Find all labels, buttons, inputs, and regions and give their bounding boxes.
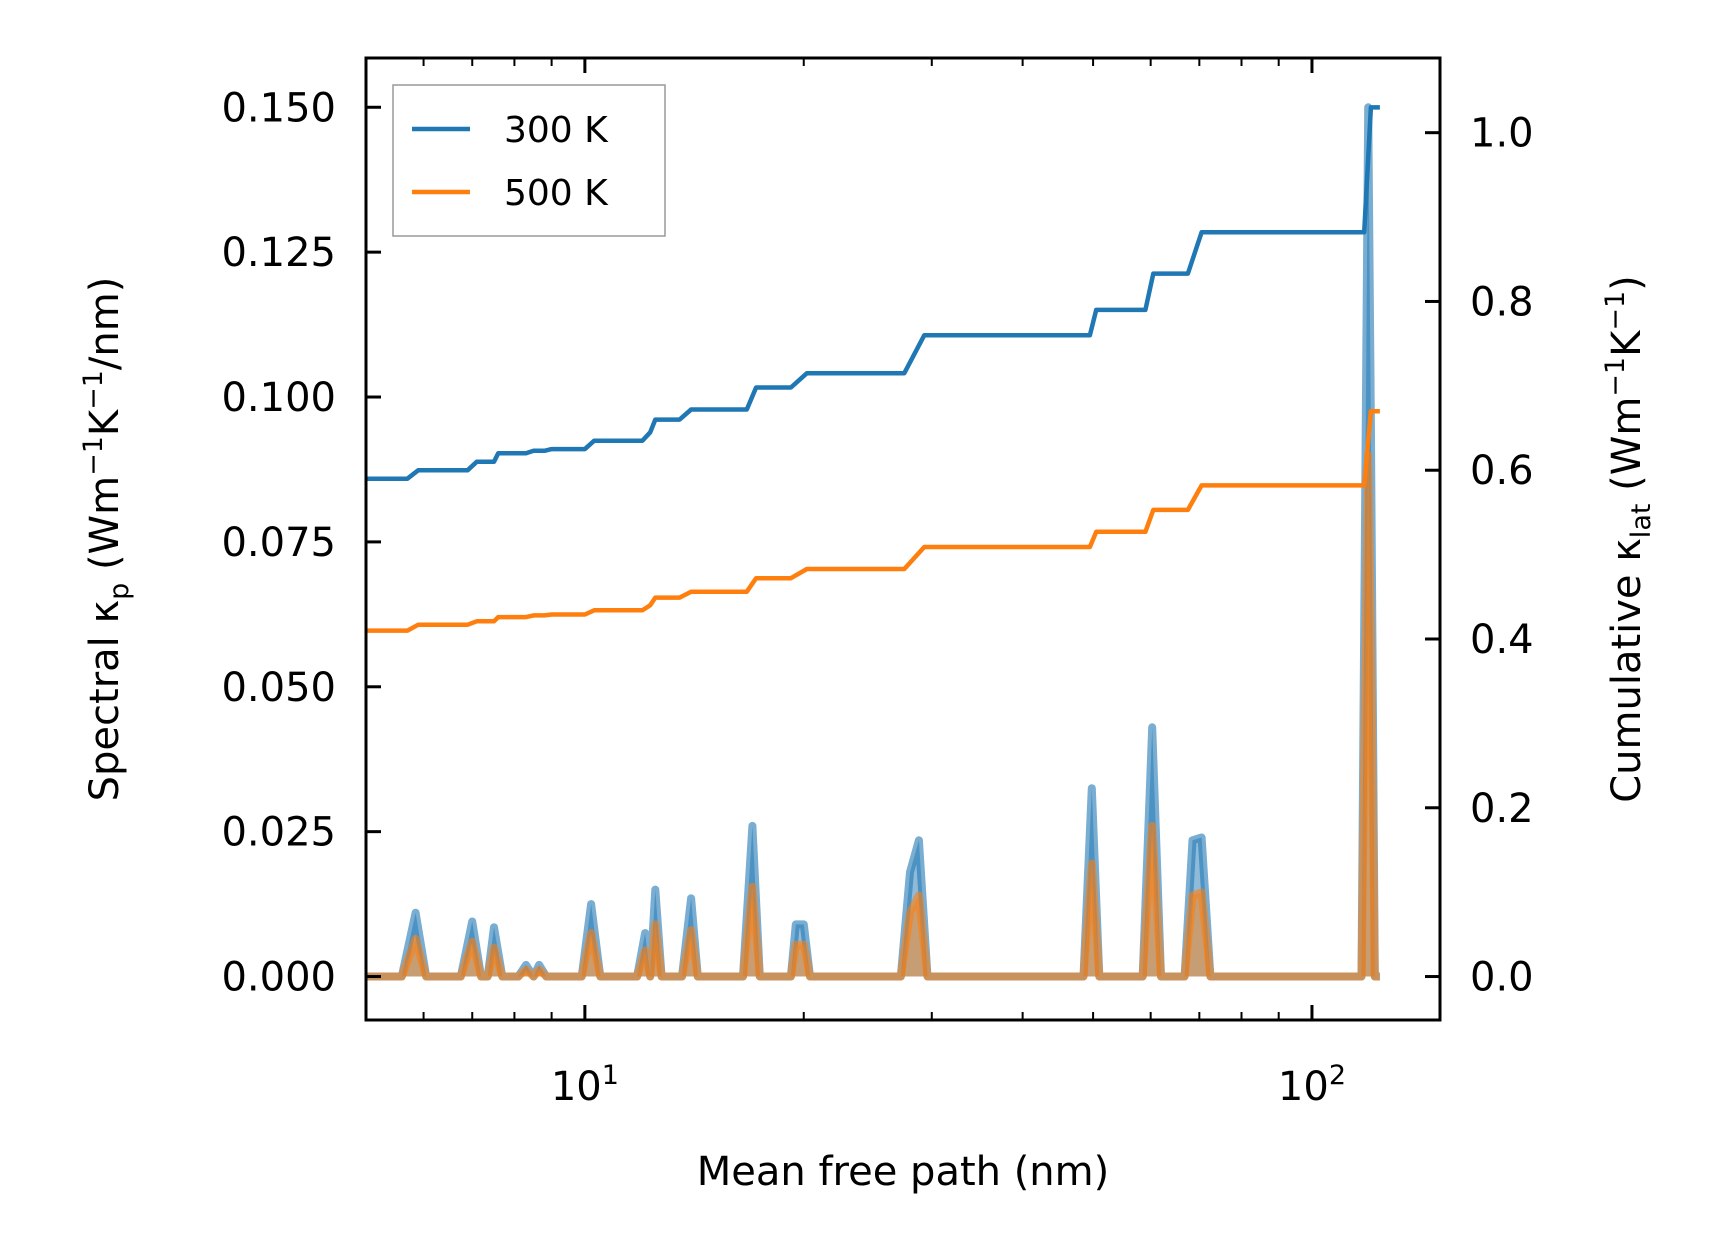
data-lines	[366, 105, 1380, 633]
y-left-tick-label: 0.125	[221, 230, 336, 276]
y-right-tick-label: 1.0	[1470, 111, 1534, 157]
y-right-label-part: K	[1604, 329, 1650, 357]
y-right-label-part: )	[1604, 275, 1650, 291]
y-left-tick-label: 0.025	[221, 810, 336, 856]
legend-box	[392, 84, 666, 237]
y-left-tick-label: 0.075	[221, 520, 336, 566]
y-left-label-part: K	[82, 408, 128, 436]
y-left-tick-label: 0.050	[221, 665, 336, 711]
y-right-tick-label: 0.8	[1470, 279, 1534, 325]
y-right-label-part: −1	[1600, 291, 1631, 331]
spectral-line-500k	[366, 451, 1380, 981]
y-right-label-part: lat	[1626, 504, 1657, 539]
y-left-label-part: −1	[78, 370, 109, 410]
x-tick-label: 101	[551, 1060, 619, 1110]
y-left-label-part: (Wm	[82, 476, 128, 583]
x-tick-exponent: 1	[602, 1060, 619, 1091]
legend-label: 300 K	[504, 110, 609, 151]
cumulative-line-300k	[366, 105, 1380, 481]
x-tick-label: 102	[1278, 1060, 1346, 1110]
y-right-label-part: −1	[1600, 357, 1631, 397]
legend[interactable]: 300 K 500 K	[392, 84, 666, 237]
y-right-tick-label: 0.4	[1470, 617, 1534, 663]
ticks: 0.000 0.025 0.050 0.075 0.100 0.125 0.150 0.0 0.…	[221, 58, 1534, 1110]
y-right-label-part: (Wm	[1604, 397, 1650, 504]
y-left-tick-label: 0.100	[221, 375, 336, 421]
axis-labels: Mean free path (nm)Spectral κp (Wm−1K−1/…	[78, 275, 1657, 1195]
x-tick-exponent: 2	[1329, 1060, 1346, 1091]
y-right-label: Cumulative κlat (Wm−1K−1)	[1600, 275, 1657, 803]
y-right-tick-label: 0.0	[1470, 955, 1534, 1001]
x-tick-base: 10	[551, 1064, 602, 1110]
legend-label: 500 K	[504, 173, 609, 214]
plot-frame	[364, 56, 1442, 1022]
y-right-label-part: Cumulative κ	[1604, 538, 1650, 803]
y-left-label-part: Spectral κ	[82, 600, 128, 801]
y-left-tick-label: 0.150	[221, 85, 336, 131]
y-right-tick-label: 0.6	[1470, 448, 1534, 494]
y-right-tick-label: 0.2	[1470, 786, 1534, 832]
y-left-label-part: p	[104, 583, 135, 600]
y-left-label-part: −1	[78, 436, 109, 476]
cumulative-line-500k	[366, 408, 1380, 633]
spectral-fills	[366, 103, 1380, 981]
x-axis-label: Mean free path (nm)	[697, 1149, 1109, 1195]
y-left-tick-label: 0.000	[221, 955, 336, 1001]
axes-frame	[364, 56, 1442, 1022]
x-tick-base: 10	[1278, 1064, 1329, 1110]
y-left-label: Spectral κp (Wm−1K−1/nm)	[78, 277, 135, 802]
y-left-label-part: /nm)	[82, 277, 128, 370]
